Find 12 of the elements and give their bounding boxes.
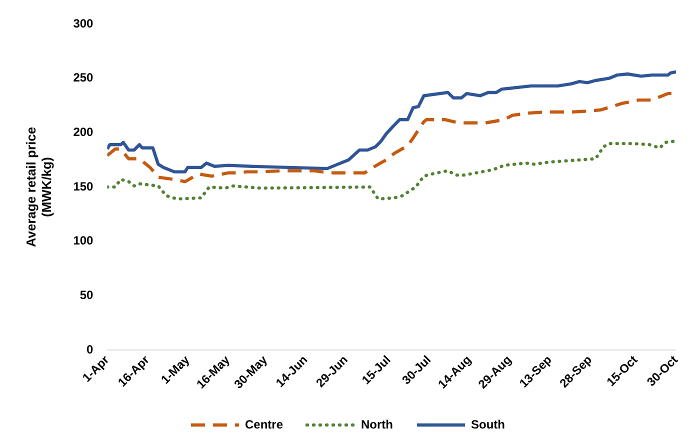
legend-label: North [361, 417, 394, 432]
y-tick-label: 50 [80, 288, 94, 302]
legend-label: Centre [245, 417, 284, 432]
y-tick-label: 100 [73, 234, 94, 248]
y-tick-label: 150 [73, 179, 94, 194]
y-tick-label: 200 [73, 124, 94, 139]
y-tick-label: 0 [86, 342, 94, 356]
line-series [107, 140, 675, 201]
y-tick-label: 250 [73, 70, 94, 85]
y-tick-label: 300 [73, 16, 94, 30]
y-axis-title: Average retail price (MWK/kg) [23, 126, 54, 248]
legend-label: South [471, 417, 506, 432]
